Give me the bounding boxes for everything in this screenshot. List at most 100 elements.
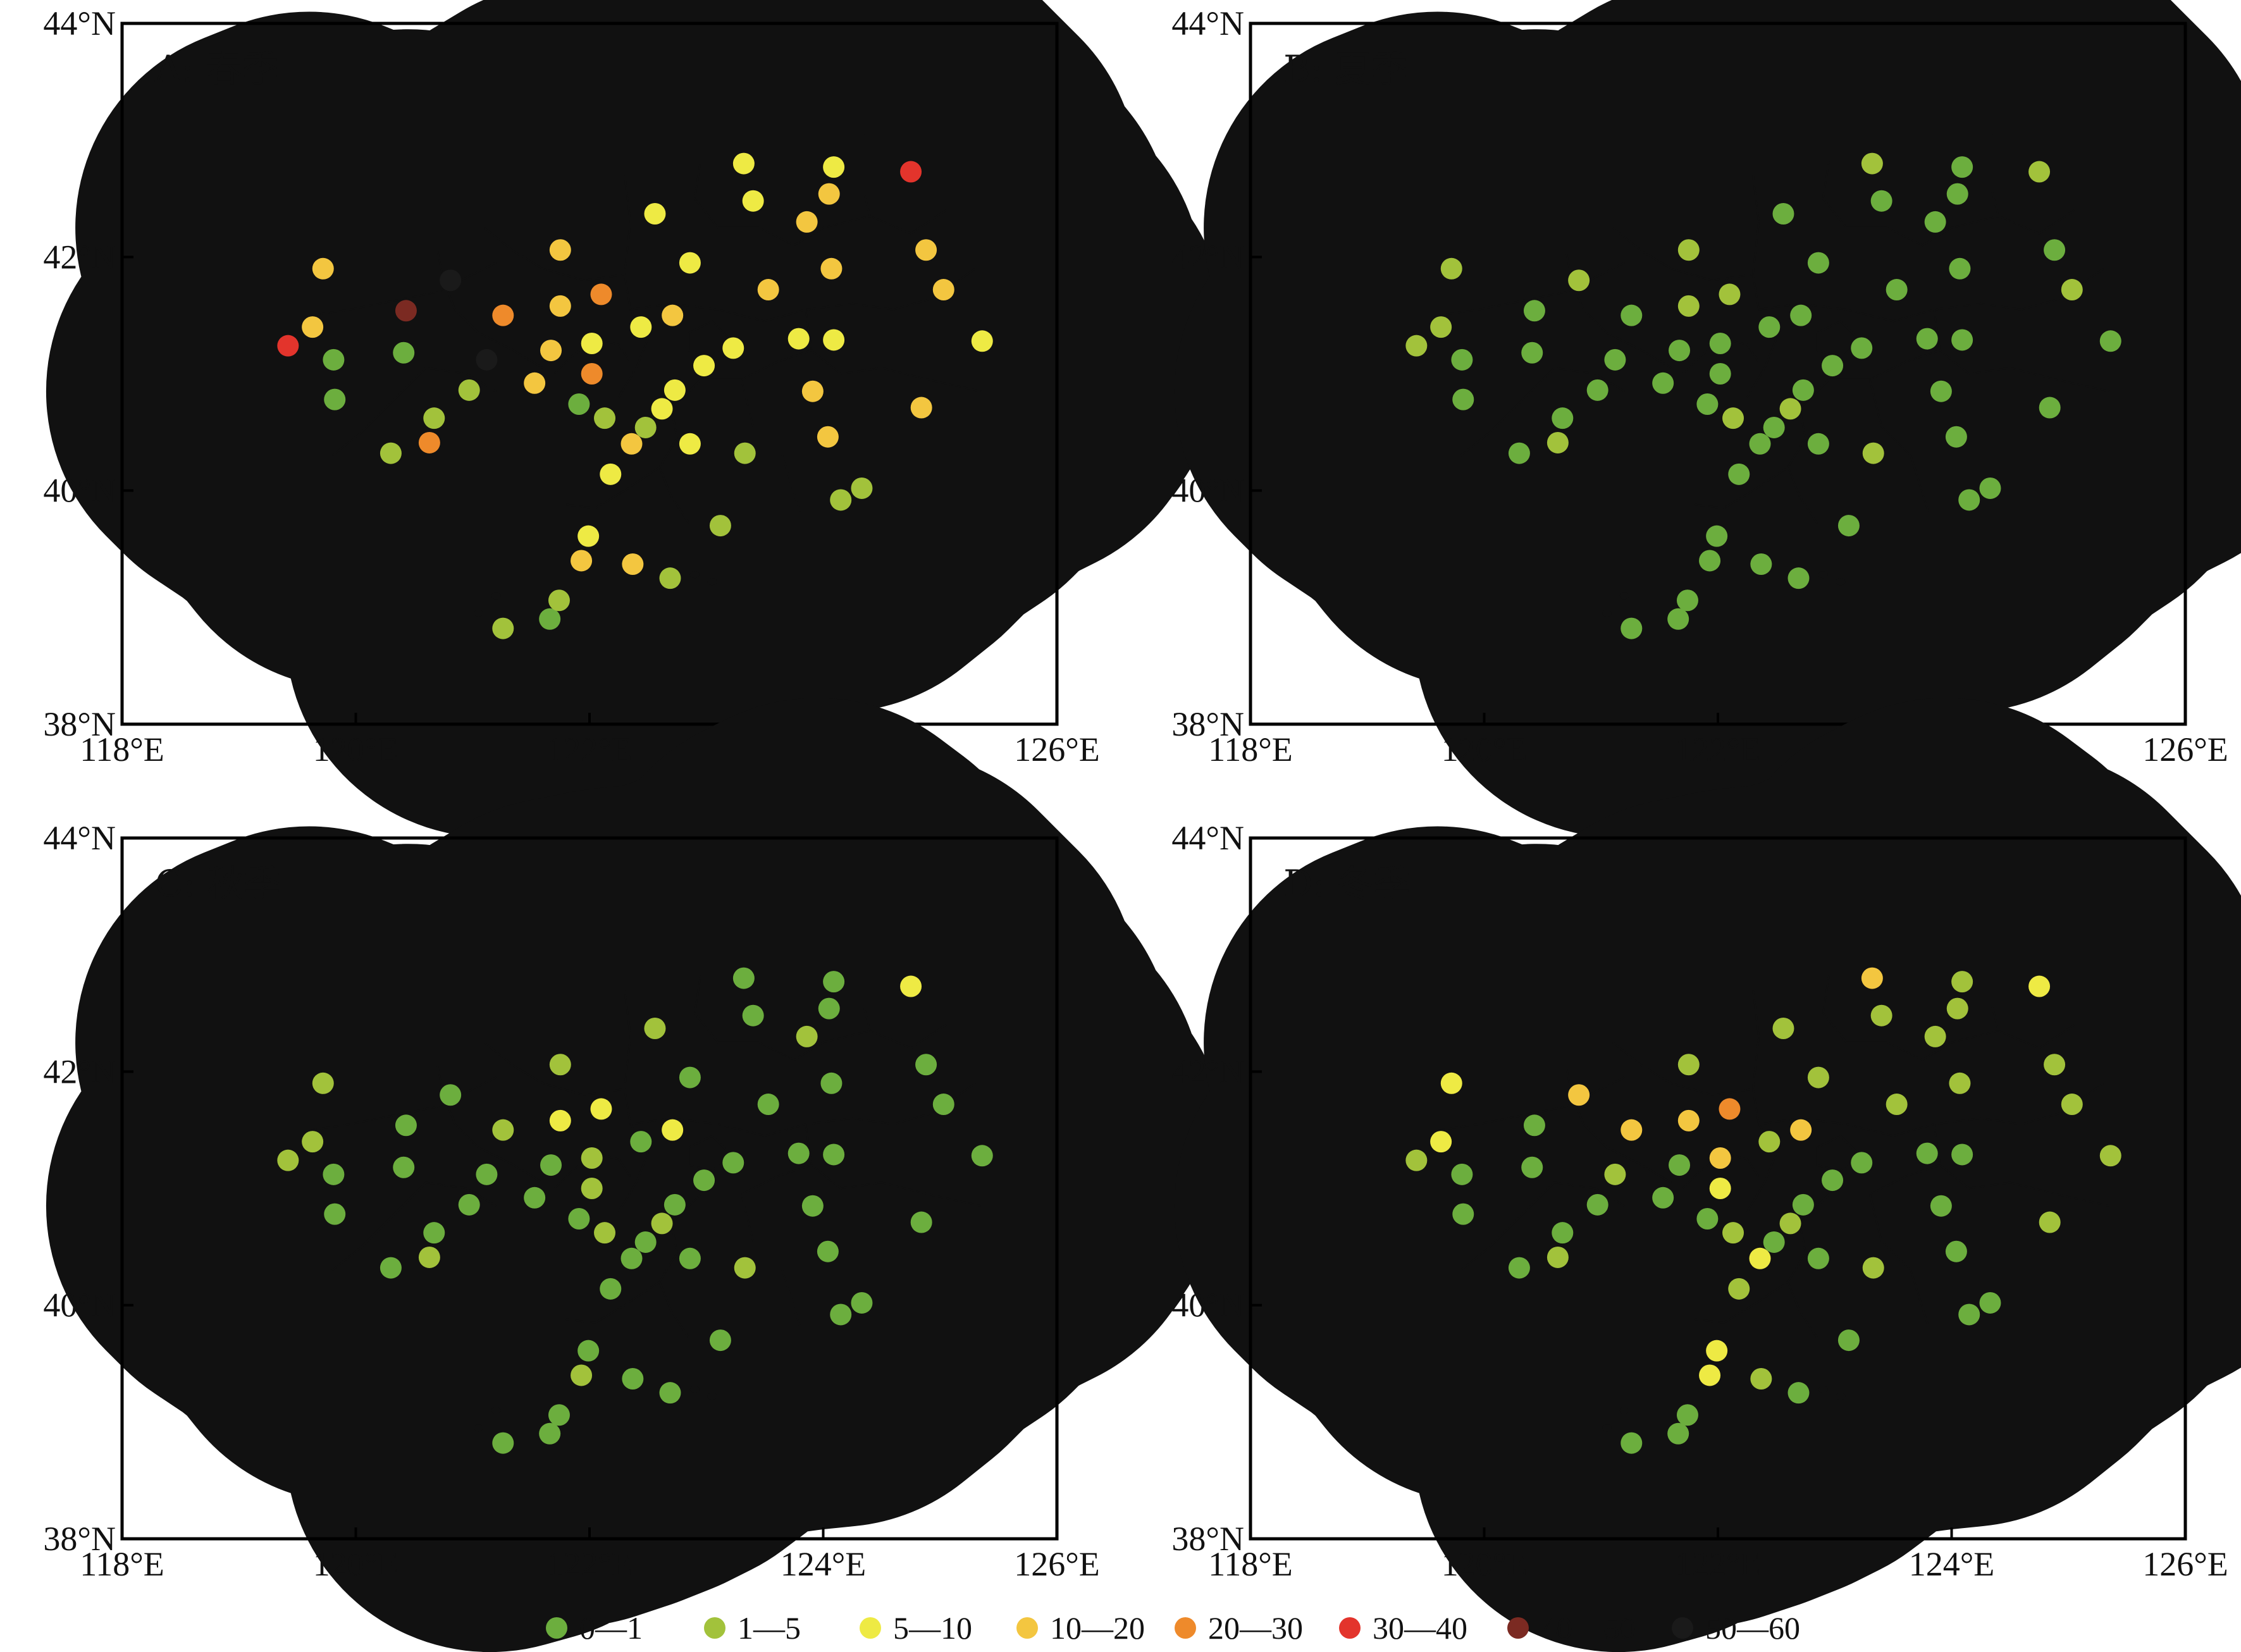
station-marker	[440, 1084, 462, 1106]
station-marker	[1451, 1163, 1473, 1185]
station-marker	[548, 589, 570, 612]
station-marker	[1451, 348, 1473, 371]
station-marker	[722, 1152, 744, 1174]
station-marker	[1790, 304, 1812, 326]
station-marker	[600, 463, 622, 485]
station-marker	[1546, 1246, 1569, 1268]
station-marker	[1568, 1084, 1590, 1106]
station-marker	[1719, 1098, 1741, 1120]
province-map	[250, 903, 1022, 1448]
x-tick-label: 120°E	[1442, 1545, 1528, 1583]
station-marker	[620, 1247, 643, 1269]
county-boundary	[333, 391, 403, 456]
island	[707, 1393, 717, 1400]
legend-label: 40—50	[1541, 1610, 1636, 1646]
station-marker	[2039, 397, 2061, 419]
panel-title: B: 夏季	[1283, 47, 1408, 90]
station-marker	[818, 997, 840, 1020]
station-marker	[817, 1240, 839, 1262]
station-marker	[1669, 1154, 1691, 1176]
station-marker	[693, 355, 715, 377]
y-tick-label: 42°N	[1171, 238, 1244, 276]
county-boundary	[1461, 1206, 1531, 1271]
legend-label: 30—40	[1373, 1610, 1467, 1646]
station-marker	[1951, 1143, 1973, 1166]
station-marker	[1676, 589, 1698, 612]
station-marker	[600, 1278, 622, 1300]
county-boundary	[1934, 309, 2109, 391]
station-marker	[662, 304, 684, 326]
station-marker	[630, 316, 652, 338]
county-boundary	[566, 1282, 660, 1323]
county-boundary	[333, 1206, 403, 1271]
station-marker	[971, 1145, 993, 1167]
station-marker	[1405, 335, 1428, 357]
station-marker	[830, 489, 852, 511]
station-marker	[1523, 300, 1545, 322]
county-boundary	[566, 467, 660, 509]
y-tick-label: 38°N	[43, 705, 116, 743]
county-boundary	[1440, 1078, 1624, 1130]
station-marker	[524, 372, 546, 394]
station-marker	[1772, 1018, 1794, 1040]
station-marker	[1709, 363, 1731, 385]
county-boundary	[741, 1194, 799, 1326]
station-marker	[900, 975, 922, 997]
station-marker	[1779, 398, 1801, 420]
station-marker	[915, 1054, 937, 1076]
county-boundary	[402, 368, 496, 391]
x-tick-label: 126°E	[1014, 730, 1100, 768]
y-tick-label: 38°N	[43, 1520, 116, 1558]
station-marker	[664, 379, 686, 401]
y-tick-label: 42°N	[1171, 1052, 1244, 1090]
x-tick-label: 118°E	[1208, 1545, 1293, 1583]
station-marker	[423, 1222, 445, 1244]
station-marker	[2028, 975, 2051, 997]
x-tick-label: 124°E	[781, 1545, 867, 1583]
station-marker	[302, 1131, 324, 1153]
station-marker	[1758, 1131, 1781, 1153]
station-marker	[1676, 1404, 1698, 1426]
station-marker	[851, 1291, 873, 1314]
station-marker	[651, 1212, 673, 1235]
station-marker	[590, 283, 612, 305]
station-marker	[1837, 1329, 1860, 1352]
station-marker	[693, 1169, 715, 1192]
station-marker	[594, 407, 616, 429]
island	[1602, 610, 1612, 617]
station-marker	[830, 1304, 852, 1326]
county-boundary	[806, 1124, 981, 1205]
legend-swatch	[1672, 1617, 1693, 1639]
station-marker	[659, 567, 681, 589]
station-marker	[910, 1211, 932, 1233]
station-marker	[1521, 1156, 1543, 1178]
station-marker	[1667, 608, 1689, 630]
station-marker	[492, 304, 514, 326]
station-marker	[757, 1094, 779, 1116]
x-tick-label: 126°E	[2142, 730, 2228, 768]
y-tick-label: 44°N	[1171, 4, 1244, 42]
county-boundary	[402, 1183, 496, 1206]
station-marker	[732, 967, 755, 989]
station-marker	[1452, 388, 1474, 410]
station-marker	[2044, 239, 2066, 261]
station-marker	[395, 1114, 417, 1137]
county-boundary	[1531, 368, 1624, 391]
station-marker	[662, 1119, 684, 1141]
county-boundary	[1440, 263, 1624, 316]
station-marker	[915, 239, 937, 261]
station-marker	[1916, 1142, 1938, 1164]
station-marker	[1945, 426, 1967, 448]
x-tick-label: 120°E	[313, 730, 399, 768]
station-marker	[1604, 1163, 1626, 1185]
station-marker	[1758, 316, 1781, 338]
station-marker	[1699, 1364, 1721, 1386]
county-boundary	[1870, 1194, 1928, 1326]
station-marker	[577, 1340, 600, 1362]
x-tick-label: 126°E	[2142, 1545, 2228, 1583]
station-marker	[302, 316, 324, 338]
station-marker	[734, 1257, 756, 1279]
legend-label: 50—60	[1705, 1610, 1800, 1646]
station-marker	[1851, 1152, 1873, 1174]
station-marker	[1430, 1131, 1452, 1153]
